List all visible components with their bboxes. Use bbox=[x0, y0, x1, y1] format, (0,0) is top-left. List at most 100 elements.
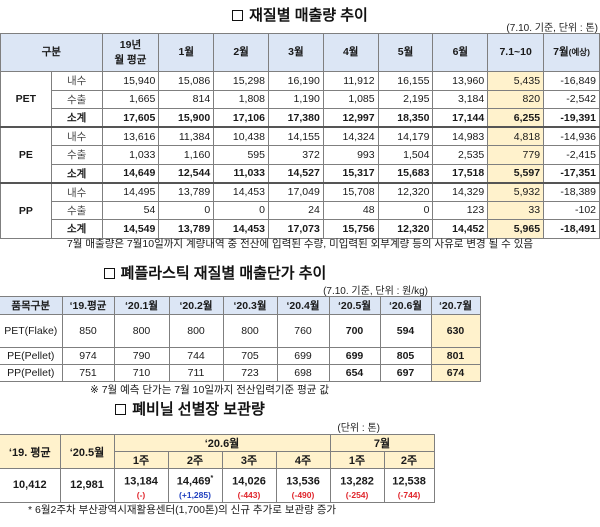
cell: 14,453 bbox=[213, 181, 269, 202]
cell: 699 bbox=[276, 347, 330, 365]
section1-title: 재질별 매출량 추이 bbox=[0, 4, 600, 25]
cell: 744 bbox=[168, 347, 224, 365]
row-label: PET(Flake) bbox=[0, 314, 63, 348]
cell: 13,616 bbox=[101, 126, 160, 146]
cell: 372 bbox=[267, 145, 324, 165]
section3-unit: (단위 : 톤) bbox=[337, 423, 380, 434]
header-cell: ‘20.6월 bbox=[379, 296, 432, 315]
cell: 12,997 bbox=[322, 108, 379, 128]
cell: 993 bbox=[322, 145, 379, 165]
cell: 17,106 bbox=[213, 108, 269, 128]
header-row: 품목구분 ‘19.평균 ‘20.1월 ‘20.2월 ‘20.3월 ‘20.4월 … bbox=[0, 296, 481, 315]
cell: 15,940 bbox=[101, 71, 160, 91]
cell: 18,350 bbox=[377, 108, 434, 128]
cell: 594 bbox=[379, 314, 432, 348]
cell: 16,155 bbox=[377, 71, 434, 91]
header-jul-forecast: 7월(예상) bbox=[543, 33, 600, 72]
row-label: 내수 bbox=[50, 181, 103, 202]
header-category: 구분 bbox=[0, 33, 103, 72]
cell: 13,960 bbox=[432, 71, 489, 91]
cell: 1,160 bbox=[158, 145, 215, 165]
unit-price-table: 품목구분 ‘19.평균 ‘20.1월 ‘20.2월 ‘20.3월 ‘20.4월 … bbox=[0, 296, 481, 382]
header-jul: 7월 bbox=[329, 434, 435, 452]
cell: 10,438 bbox=[213, 126, 269, 146]
cell: 5,965 bbox=[487, 219, 545, 239]
table-row: 수출 54 0 0 24 48 0 123 33 -102 bbox=[1, 200, 600, 220]
group-label: PE bbox=[0, 126, 52, 183]
header-may20: ‘20.5월 bbox=[59, 434, 115, 469]
cell: 11,384 bbox=[158, 126, 215, 146]
cell: -102 bbox=[543, 200, 600, 220]
cell: 2,535 bbox=[432, 145, 489, 165]
cell-may20: 12,981 bbox=[59, 468, 115, 503]
cell: 699 bbox=[328, 347, 381, 365]
cell: 790 bbox=[113, 347, 170, 365]
cell: 5,597 bbox=[487, 163, 545, 183]
checkbox-square-icon bbox=[232, 10, 244, 21]
header-week: 3주 bbox=[221, 451, 277, 469]
header-cell: 품목구분 bbox=[0, 296, 63, 315]
header-cell: ‘20.7월 bbox=[430, 296, 481, 315]
cell: 15,900 bbox=[158, 108, 215, 128]
cell: -18,491 bbox=[543, 219, 600, 239]
cell-week: 12,538 (-744) bbox=[383, 468, 435, 503]
cell: 654 bbox=[328, 364, 381, 382]
header-cell: ‘19.평균 bbox=[61, 296, 115, 315]
cell: 123 bbox=[432, 200, 489, 220]
cell: 1,085 bbox=[322, 89, 379, 109]
section1-unit: (7.10. 기준, 단위 : 톤) bbox=[506, 23, 598, 34]
cell: -17,351 bbox=[543, 163, 600, 183]
cell: 17,073 bbox=[267, 219, 324, 239]
cell: 5,435 bbox=[487, 71, 545, 91]
cell: 0 bbox=[158, 200, 215, 220]
cell: 710 bbox=[113, 364, 170, 382]
cell-avg19: 10,412 bbox=[0, 468, 61, 503]
cell: 674 bbox=[430, 364, 481, 382]
table-row: PET 내수 15,940 15,086 15,298 16,190 11,91… bbox=[0, 71, 600, 128]
cell: 33 bbox=[487, 200, 545, 220]
cell-week: 14,026 (-443) bbox=[221, 468, 277, 503]
table-row: 수출 1,033 1,160 595 372 993 1,504 2,535 7… bbox=[1, 145, 600, 165]
cell: 15,298 bbox=[213, 71, 269, 91]
cell: 705 bbox=[222, 347, 278, 365]
cell: 17,049 bbox=[267, 181, 324, 202]
header-jul-partial: 7.1~10 bbox=[487, 33, 545, 72]
row-label: 소계 bbox=[50, 163, 103, 183]
cell: 12,320 bbox=[377, 219, 434, 239]
cell: 13,789 bbox=[158, 181, 215, 202]
section3-title: 폐비닐 선별장 보관량 bbox=[0, 398, 380, 419]
header-row: ‘19. 평균 ‘20.5월 ‘20.6월 7월 bbox=[0, 434, 435, 469]
cell: 14,527 bbox=[267, 163, 324, 183]
cell: 711 bbox=[168, 364, 224, 382]
cell: 11,033 bbox=[213, 163, 269, 183]
section2-unit: (7.10. 기준, 단위 : 원/kg) bbox=[323, 286, 428, 297]
cell-week: 13,184 (-) bbox=[113, 468, 169, 503]
header-week: 1주 bbox=[114, 451, 169, 469]
cell: 15,317 bbox=[322, 163, 379, 183]
row-label: 소계 bbox=[50, 108, 103, 128]
cell-week: 14,469* (+1,285) bbox=[167, 468, 223, 503]
header-m1: 1월 bbox=[158, 33, 215, 72]
row-label: 내수 bbox=[50, 71, 103, 91]
cell: 1,033 bbox=[101, 145, 160, 165]
table-row: PET(Flake) 850 800 800 800 760 700 594 6… bbox=[0, 314, 481, 348]
cell: 697 bbox=[379, 364, 432, 382]
header-week: 1주 bbox=[329, 451, 385, 469]
cell: 1,665 bbox=[101, 89, 160, 109]
cell: 751 bbox=[61, 364, 115, 382]
cell: 6,255 bbox=[487, 108, 545, 128]
row-label: 수출 bbox=[50, 89, 103, 109]
cell: 14,155 bbox=[267, 126, 324, 146]
cell: 850 bbox=[61, 314, 115, 348]
header-jun20: ‘20.6월 bbox=[113, 434, 331, 452]
cell: 3,184 bbox=[432, 89, 489, 109]
checkbox-square-icon bbox=[115, 404, 127, 415]
cell: 17,518 bbox=[432, 163, 489, 183]
cell: 800 bbox=[113, 314, 170, 348]
sales-volume-table: 구분 19년 월 평균 1월 2월 3월 4월 5월 6월 7.1~10 7월(예… bbox=[0, 33, 600, 239]
row-label: PE(Pellet) bbox=[0, 347, 63, 365]
cell: 698 bbox=[276, 364, 330, 382]
row-label: 수출 bbox=[50, 200, 103, 220]
section2-note: ※ 7월 예측 단가는 7월 10일까지 전산입력기준 평균 값 bbox=[90, 384, 330, 396]
cell: 54 bbox=[101, 200, 160, 220]
